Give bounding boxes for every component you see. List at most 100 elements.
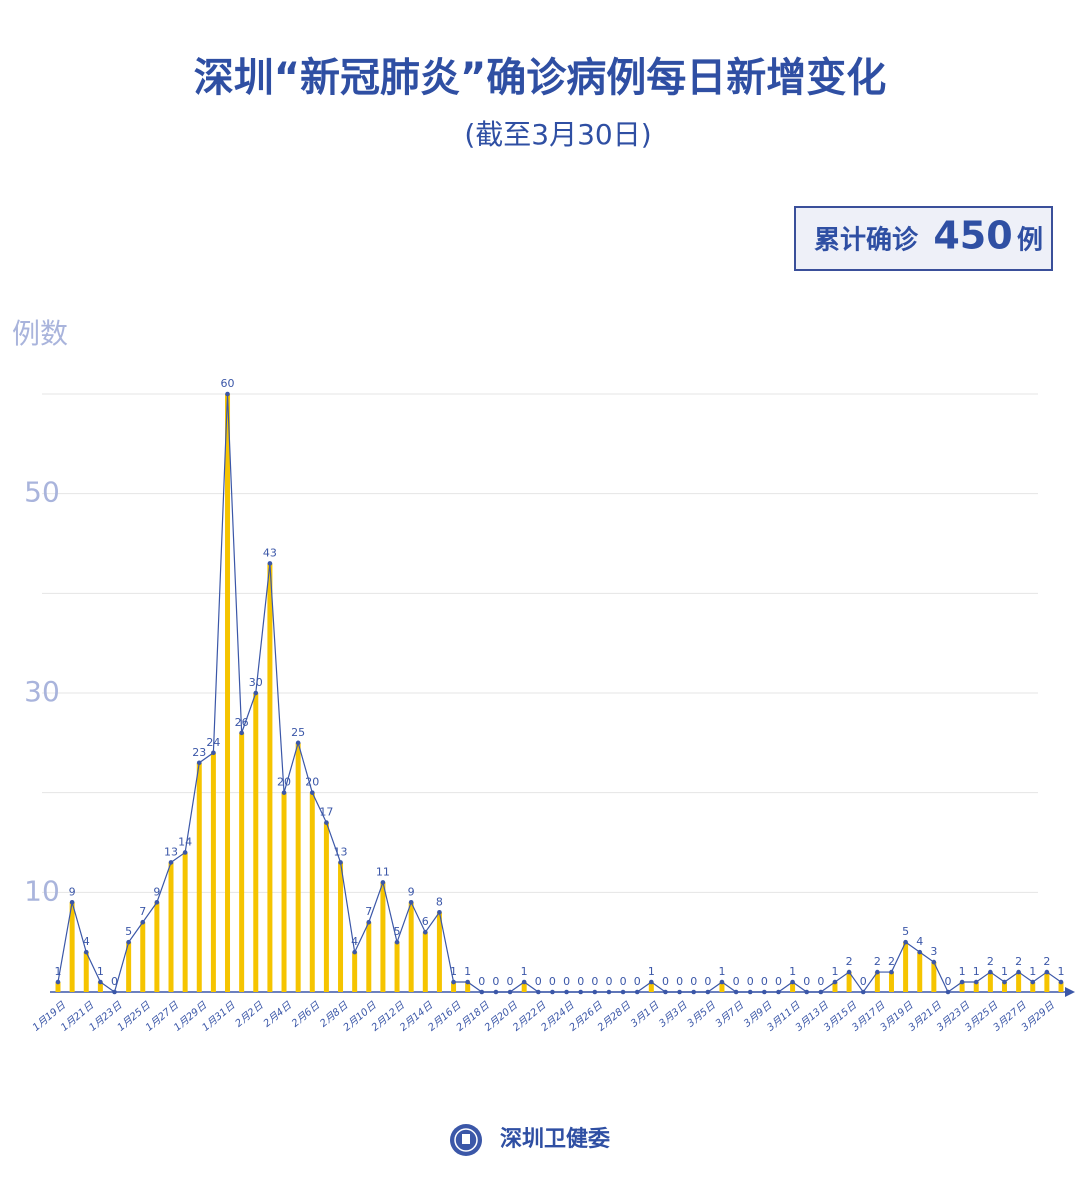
data-label: 0 — [817, 975, 824, 988]
bar — [69, 902, 75, 992]
point — [860, 989, 866, 995]
point — [140, 919, 146, 925]
x-tick-label: 3月7日 — [714, 1000, 747, 1030]
bar — [210, 752, 216, 992]
x-tick-label: 3月29日 — [1020, 1000, 1058, 1034]
x-tick-label: 2月28日 — [596, 1000, 634, 1034]
point — [691, 989, 697, 995]
bar — [338, 862, 344, 992]
point — [239, 730, 244, 736]
bar — [917, 952, 923, 992]
point — [677, 989, 682, 995]
data-label: 5 — [902, 925, 909, 938]
bar — [1016, 972, 1022, 992]
bar — [323, 822, 329, 992]
data-label: 1 — [648, 965, 655, 978]
x-tick-label: 3月1日 — [629, 1000, 662, 1030]
point — [719, 979, 725, 985]
bar — [451, 982, 457, 992]
total-box — [794, 206, 1053, 271]
point — [437, 909, 442, 915]
data-label: 1 — [789, 965, 796, 978]
point — [295, 740, 301, 746]
point — [818, 989, 824, 995]
bar — [903, 942, 909, 992]
bar — [874, 972, 880, 992]
x-tick-label: 2月6日 — [290, 1000, 323, 1030]
point — [634, 989, 640, 995]
data-label: 0 — [690, 975, 697, 988]
point — [578, 989, 583, 995]
data-label: 6 — [422, 915, 429, 928]
bar — [1001, 982, 1007, 992]
point — [832, 979, 838, 985]
point — [465, 979, 470, 985]
point — [98, 979, 103, 985]
data-label: 0 — [803, 975, 810, 988]
bar — [126, 942, 132, 992]
data-label: 2 — [846, 955, 853, 968]
point — [55, 979, 61, 985]
point — [747, 989, 753, 995]
data-label: 0 — [111, 975, 118, 988]
point — [1044, 969, 1050, 975]
data-label: 0 — [676, 975, 683, 988]
y-tick-label: 50 — [24, 476, 60, 509]
bar — [521, 982, 527, 992]
bar — [931, 962, 937, 992]
data-label: 0 — [775, 975, 782, 988]
source-logo — [450, 1124, 482, 1156]
bar — [97, 982, 103, 992]
data-label: 30 — [249, 676, 263, 689]
point — [422, 929, 428, 935]
data-label: 0 — [860, 975, 867, 988]
point — [366, 919, 372, 925]
bar — [465, 982, 471, 992]
data-label: 4 — [916, 935, 923, 948]
point — [804, 989, 810, 995]
y-tick-label: 30 — [24, 675, 60, 708]
line — [57, 393, 1062, 994]
data-label: 0 — [605, 975, 612, 988]
data-label: 0 — [549, 975, 556, 988]
data-label: 0 — [747, 975, 754, 988]
point — [550, 989, 555, 995]
point — [168, 860, 174, 865]
point — [620, 989, 626, 995]
point — [959, 979, 965, 985]
bar — [380, 882, 386, 992]
bar — [422, 932, 428, 992]
data-label: 0 — [620, 975, 627, 988]
bar — [267, 563, 273, 992]
point — [945, 989, 951, 995]
data-label: 0 — [634, 975, 641, 988]
data-label: 0 — [662, 975, 669, 988]
point — [875, 969, 880, 975]
point — [931, 959, 937, 965]
data-label: 25 — [291, 726, 305, 739]
bar — [987, 972, 993, 992]
data-label: 0 — [591, 975, 598, 988]
point — [479, 989, 485, 995]
bar — [55, 982, 61, 992]
bar — [83, 952, 89, 992]
point — [889, 969, 894, 975]
bar — [225, 394, 231, 992]
bar — [436, 912, 442, 992]
bar — [973, 982, 979, 992]
point — [762, 989, 767, 995]
point — [790, 979, 795, 985]
point — [267, 561, 273, 566]
bar — [1030, 982, 1036, 992]
point — [988, 969, 993, 975]
point — [507, 989, 513, 995]
point — [281, 790, 287, 795]
bar — [239, 732, 245, 992]
data-label: 5 — [125, 925, 132, 938]
x-tick-label: 2月4日 — [262, 1000, 295, 1030]
point — [733, 989, 739, 995]
data-label: 0 — [733, 975, 740, 988]
bar — [846, 972, 852, 992]
point — [917, 949, 923, 955]
data-label: 2 — [874, 955, 881, 968]
